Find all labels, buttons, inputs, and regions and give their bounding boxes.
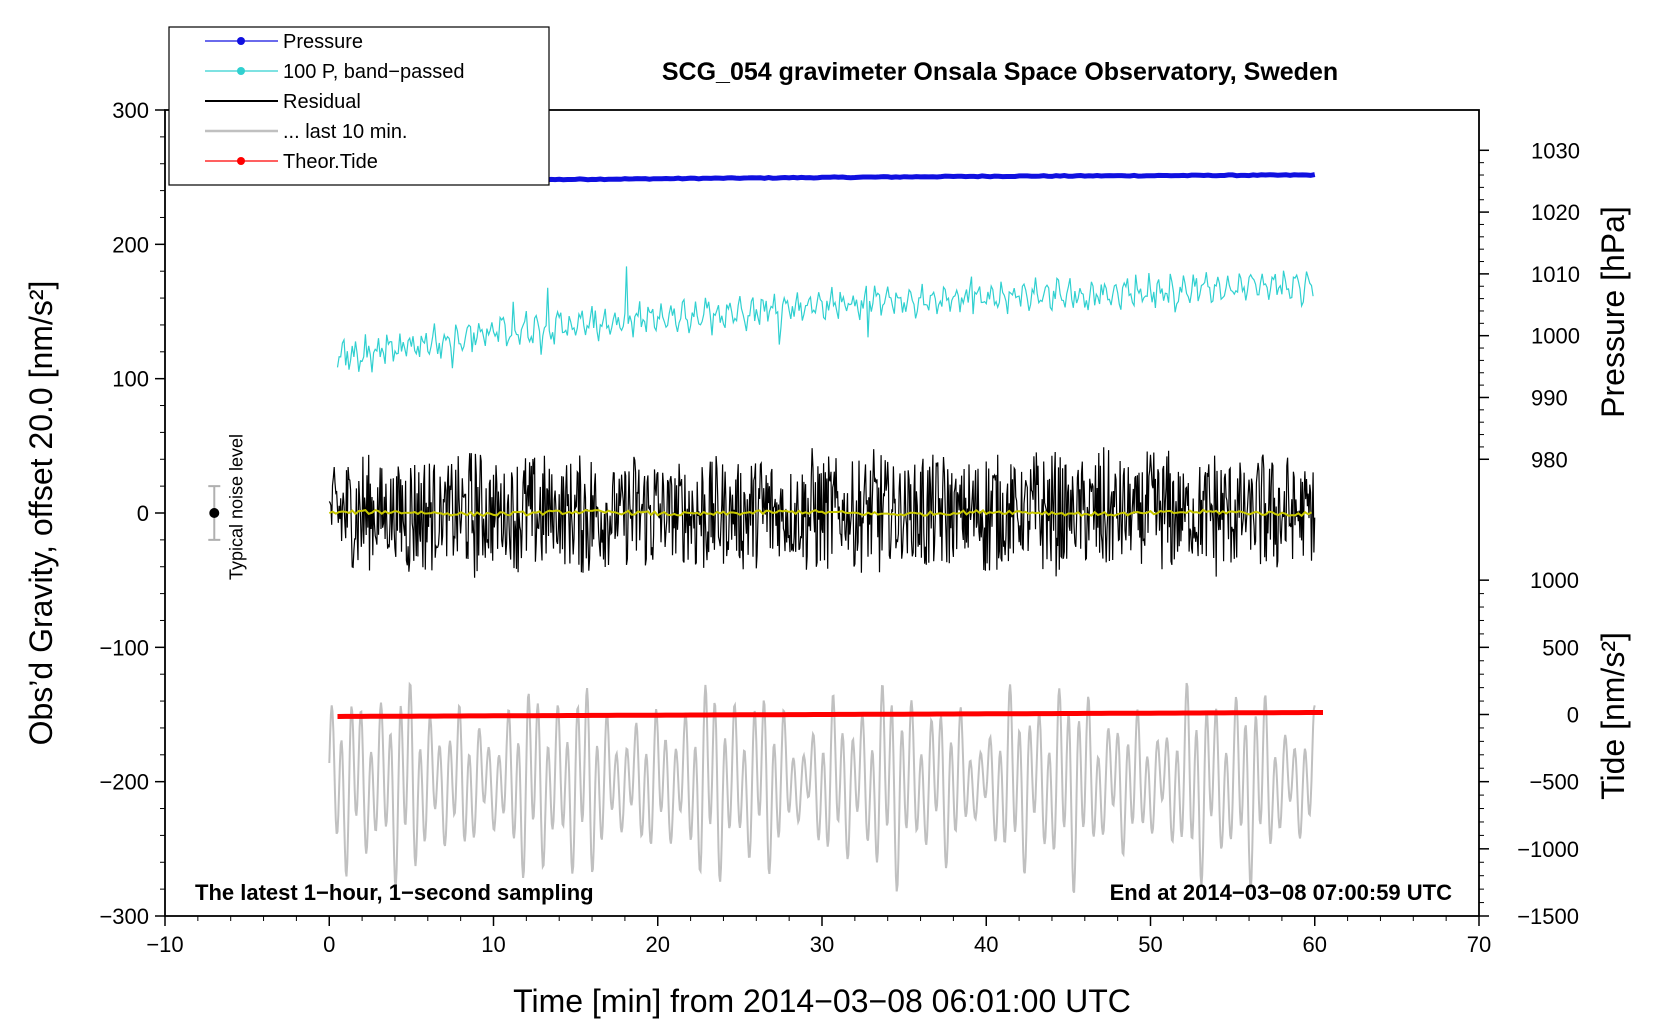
legend-marker-band-passed (237, 67, 245, 75)
noise-level-dot (209, 508, 220, 518)
legend-label-band-passed: 100 P, band−passed (283, 61, 464, 83)
series-theoretical-tide (337, 710, 1323, 719)
left-axis-label: Obs’d Gravity, offset 20.0 [nm/s²] (23, 281, 59, 746)
legend-item-residual: Residual (205, 91, 361, 113)
tide-tick-label: −500 (1529, 770, 1579, 795)
left-tick-label: 300 (112, 98, 149, 123)
left-tick-label: −200 (99, 770, 149, 795)
x-tick-label: 20 (646, 932, 670, 957)
left-tick-label: 100 (112, 367, 149, 392)
x-tick-label: 60 (1303, 932, 1327, 957)
legend-label-last-10-min: ... last 10 min. (283, 121, 408, 143)
x-tick-label: 70 (1467, 932, 1491, 957)
sampling-note: The latest 1−hour, 1−second sampling (195, 880, 594, 905)
pressure-tick-label: 1020 (1531, 200, 1580, 225)
left-tick-label: 0 (137, 501, 149, 526)
pressure-axis-ticks: 1030 1020 1010 1000 990 980 (1479, 138, 1580, 472)
series-residual-smoothed (328, 508, 1312, 518)
left-tick-label: −300 (99, 904, 149, 929)
tide-tick-label: −1500 (1517, 904, 1579, 929)
legend-label-pressure: Pressure (283, 31, 363, 53)
chart-title: SCG_054 gravimeter Onsala Space Observat… (662, 58, 1338, 86)
left-tick-label: −100 (99, 635, 149, 660)
x-axis-ticks: −10 0 10 20 30 40 50 60 70 (146, 916, 1491, 957)
legend-marker-theor-tide (237, 157, 245, 165)
tide-tick-label: 1000 (1530, 568, 1579, 593)
tide-axis-label: Tide [nm/s²] (1595, 632, 1631, 800)
pressure-axis-label: Pressure [hPa] (1595, 206, 1631, 418)
legend-item-band-passed: 100 P, band−passed (205, 61, 464, 83)
plot-area (328, 172, 1323, 893)
legend-item-theor-tide: Theor.Tide (205, 151, 378, 173)
legend-item-pressure: Pressure (205, 31, 363, 53)
noise-level-label: Typical noise level (226, 434, 246, 580)
x-tick-label: 50 (1138, 932, 1162, 957)
x-tick-label: 30 (810, 932, 834, 957)
pressure-tick-label: 1030 (1531, 138, 1580, 163)
tide-tick-label: −1000 (1517, 837, 1579, 862)
tide-tick-label: 500 (1542, 635, 1579, 660)
legend-label-theor-tide: Theor.Tide (283, 151, 378, 173)
left-axis-ticks: 300 200 100 0 −100 −200 −300 (99, 98, 165, 929)
legend-item-last-10-min: ... last 10 min. (205, 121, 408, 143)
x-tick-label: 0 (323, 932, 335, 957)
legend-label-residual: Residual (283, 91, 361, 113)
series-residual (328, 447, 1316, 578)
noise-level-marker: Typical noise level (208, 434, 246, 580)
pressure-tick-label: 990 (1531, 385, 1568, 410)
legend: Pressure 100 P, band−passed Residual ...… (168, 26, 550, 186)
end-time-note: End at 2014−03−08 07:00:59 UTC (1110, 880, 1453, 905)
tide-axis-ticks: 1000 500 0 −500 −1000 −1500 (1479, 568, 1579, 929)
pressure-tick-label: 980 (1531, 447, 1568, 472)
series-band-passed-pressure (336, 266, 1314, 373)
left-tick-label: 200 (112, 232, 149, 257)
x-axis-label: Time [min] from 2014−03−08 06:01:00 UTC (513, 983, 1131, 1019)
pressure-tick-label: 1010 (1531, 262, 1580, 287)
legend-marker-pressure (237, 37, 245, 45)
x-tick-label: 10 (481, 932, 505, 957)
series-last-10-min (328, 681, 1316, 893)
legend-box (168, 26, 550, 186)
pressure-tick-label: 1000 (1531, 324, 1580, 349)
x-tick-label: −10 (146, 932, 183, 957)
tide-tick-label: 0 (1567, 703, 1579, 728)
x-tick-label: 40 (974, 932, 998, 957)
